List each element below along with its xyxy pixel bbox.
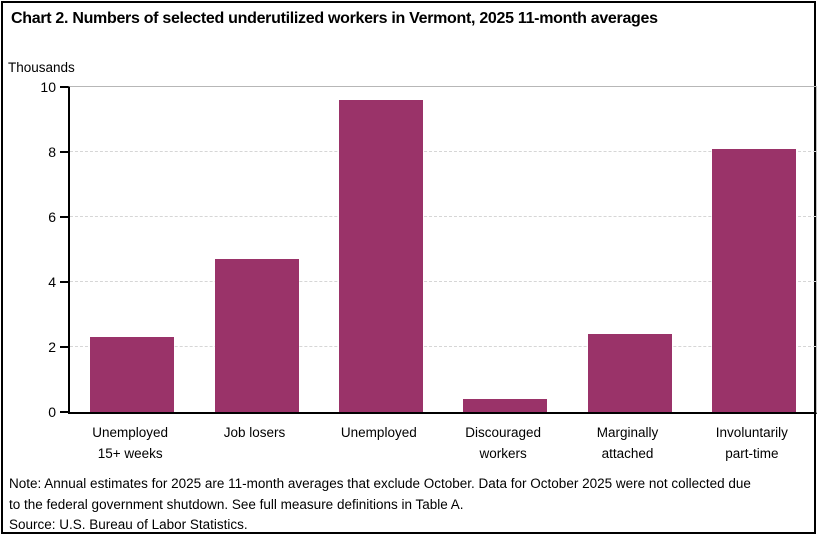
x-tick-label-line: Marginally <box>596 425 659 440</box>
x-tick-label-discouraged-workers: Discouraged workers <box>441 422 565 464</box>
x-tick-label-line: Unemployed <box>340 425 417 440</box>
x-tick-label-job-losers: Job losers <box>193 422 317 443</box>
plot-area: 0 2 4 6 8 10 <box>40 79 817 420</box>
gridline-6 <box>70 216 816 217</box>
bar-involuntarily-part-time <box>711 148 796 412</box>
bar-marginally-attached <box>587 334 672 412</box>
y-tick-label-10: 10 <box>40 79 56 95</box>
x-tick-label-line: part-time <box>725 446 779 461</box>
x-tick-label-unemployed-15-weeks: Unemployed 15+ weeks <box>68 422 192 464</box>
note-text: Note: Annual estimates for 2025 are 11-m… <box>9 476 751 512</box>
y-tick-label-6: 6 <box>48 209 56 225</box>
x-tick-label-line: Job losers <box>223 425 286 440</box>
x-tick-label-unemployed: Unemployed <box>317 422 441 443</box>
y-tick-label-4: 4 <box>48 274 56 290</box>
y-tick-mark-10 <box>60 86 68 88</box>
y-tick-mark-6 <box>60 216 68 218</box>
x-tick-label-line: workers <box>479 446 527 461</box>
gridline-4 <box>70 281 816 282</box>
x-tick-label-line: Discouraged <box>465 425 542 440</box>
gridline-8 <box>70 151 816 152</box>
y-tick-label-2: 2 <box>48 339 56 355</box>
y-tick-mark-0 <box>60 411 68 413</box>
y-tick-mark-4 <box>60 281 68 283</box>
gridline-2 <box>70 346 816 347</box>
x-tick-label-line: Unemployed <box>92 425 169 440</box>
chart-title: Chart 2. Numbers of selected underutiliz… <box>11 10 658 27</box>
x-axis-labels: Unemployed 15+ weeks Job losers Unemployed D… <box>68 422 814 468</box>
bar-unemployed-15-weeks <box>90 337 175 412</box>
x-tick-label-involuntarily-part-time: Involuntarily part-time <box>690 422 814 464</box>
bar-job-losers <box>214 259 299 412</box>
x-tick-label-line: attached <box>601 446 654 461</box>
bar-discouraged-workers <box>463 399 548 412</box>
y-axis-units-label: Thousands <box>8 60 75 75</box>
y-tick-label-0: 0 <box>48 404 56 420</box>
x-tick-label-line: Involuntarily <box>715 425 788 440</box>
bar-unemployed <box>338 100 423 412</box>
chart-footer: Note: Annual estimates for 2025 are 11-m… <box>9 474 761 536</box>
y-tick-mark-8 <box>60 151 68 153</box>
x-tick-label-line: 15+ weeks <box>97 446 163 461</box>
y-tick-mark-2 <box>60 346 68 348</box>
x-tick-label-marginally-attached: Marginally attached <box>566 422 690 464</box>
y-tick-label-8: 8 <box>48 144 56 160</box>
source-text: Source: U.S. Bureau of Labor Statistics. <box>9 517 248 532</box>
